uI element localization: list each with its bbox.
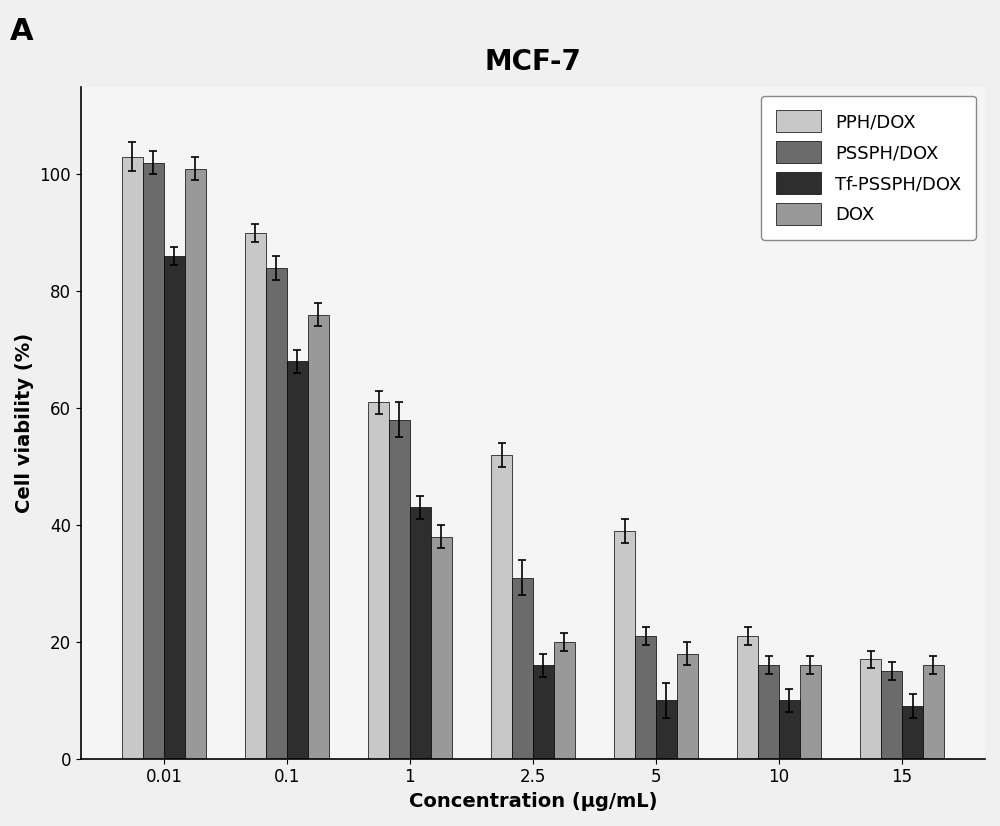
Text: A: A: [10, 17, 34, 45]
Title: MCF-7: MCF-7: [485, 48, 581, 76]
Bar: [512, 577, 533, 759]
Bar: [245, 233, 266, 759]
Bar: [860, 659, 881, 759]
Bar: [923, 665, 944, 759]
Bar: [533, 665, 554, 759]
Bar: [410, 507, 431, 759]
Bar: [491, 455, 512, 759]
Bar: [389, 420, 410, 759]
Y-axis label: Cell viability (%): Cell viability (%): [15, 333, 34, 513]
Bar: [554, 642, 575, 759]
Bar: [779, 700, 800, 759]
Bar: [431, 537, 452, 759]
Bar: [143, 163, 164, 759]
Bar: [635, 636, 656, 759]
Bar: [800, 665, 821, 759]
Bar: [737, 636, 758, 759]
Bar: [122, 157, 143, 759]
Bar: [368, 402, 389, 759]
Legend: PPH/DOX, PSSPH/DOX, Tf-PSSPH/DOX, DOX: PPH/DOX, PSSPH/DOX, Tf-PSSPH/DOX, DOX: [761, 96, 976, 240]
Bar: [308, 315, 329, 759]
X-axis label: Concentration (μg/mL): Concentration (μg/mL): [409, 792, 657, 811]
Bar: [164, 256, 185, 759]
Bar: [287, 361, 308, 759]
Bar: [677, 653, 698, 759]
Bar: [758, 665, 779, 759]
Bar: [266, 268, 287, 759]
Bar: [656, 700, 677, 759]
Bar: [902, 706, 923, 759]
Bar: [614, 531, 635, 759]
Bar: [185, 169, 206, 759]
Bar: [881, 671, 902, 759]
